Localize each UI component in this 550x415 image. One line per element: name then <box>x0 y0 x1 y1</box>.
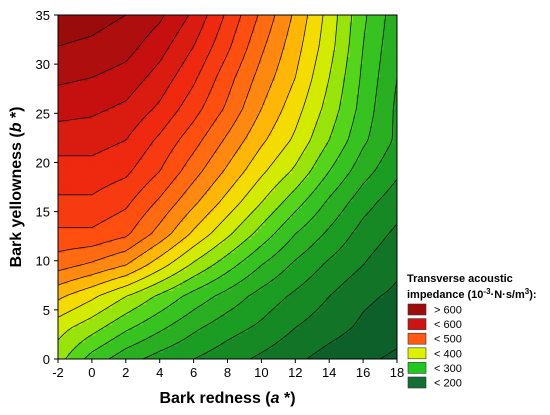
legend-title-line2: impedance (10-3·N·s/m3): <box>407 287 537 302</box>
x-tick-label: 12 <box>288 365 302 380</box>
legend-label: > 600 <box>434 305 462 317</box>
legend-swatch <box>407 347 427 360</box>
contour-line-400 <box>58 15 324 318</box>
y-axis: 0 5 10 15 20 25 30 35 <box>36 8 58 367</box>
contour-line-375 <box>58 15 339 341</box>
contour-line-225 <box>249 223 397 359</box>
y-tick-label: 10 <box>36 254 50 269</box>
y-tick-label: 20 <box>36 155 50 170</box>
contour-line-500 <box>58 15 259 253</box>
x-axis: -2 0 2 4 6 8 10 12 14 16 18 <box>52 359 404 380</box>
contour-line-325 <box>84 15 368 359</box>
legend-swatch <box>407 303 427 316</box>
legend: Transverse acoustic impedance (10-3·N·s/… <box>407 273 537 390</box>
y-tick-label: 15 <box>36 205 50 220</box>
x-tick-label: 16 <box>356 365 370 380</box>
x-tick-label: 10 <box>254 365 268 380</box>
x-tick-label: 8 <box>224 365 231 380</box>
legend-swatch <box>407 332 427 345</box>
contour-line-425 <box>58 15 309 301</box>
contour-line-250 <box>193 178 397 359</box>
legend-label: < 600 <box>434 319 462 331</box>
contour-line-175 <box>379 348 397 359</box>
legend-swatch <box>407 318 427 330</box>
contour-line-475 <box>58 15 276 272</box>
x-tick-label: 4 <box>156 365 163 380</box>
legend-swatch <box>407 376 427 389</box>
x-axis-title: Bark redness (a *) <box>159 390 295 407</box>
y-tick-label: 5 <box>43 303 50 318</box>
contour-line-575 <box>58 15 208 157</box>
legend-title-line1: Transverse acoustic <box>407 273 513 285</box>
y-tick-label: 35 <box>36 8 50 23</box>
x-tick-label: -2 <box>52 365 64 380</box>
legend-entries: > 600 < 600 < 500 < 400 < 300 < 200 <box>407 303 462 390</box>
contour-line-layer <box>58 15 397 359</box>
x-tick-label: 6 <box>190 365 197 380</box>
legend-label: < 500 <box>434 334 462 346</box>
contour-line-450 <box>58 15 293 286</box>
x-tick-label: 0 <box>88 365 95 380</box>
x-tick-label: 2 <box>122 365 129 380</box>
y-tick-label: 25 <box>36 106 50 121</box>
y-tick-label: 30 <box>36 57 50 72</box>
y-tick-label: 0 <box>43 352 50 367</box>
legend-label: < 300 <box>434 363 462 375</box>
contour-line-625 <box>58 15 165 86</box>
contour-line-650 <box>58 15 127 47</box>
legend-swatch <box>407 362 427 374</box>
contour-line-350 <box>65 15 353 359</box>
contour-line-275 <box>142 77 397 359</box>
contour-line-600 <box>58 15 190 122</box>
contour-fill-layer <box>58 15 397 359</box>
contour-line-300 <box>108 15 387 359</box>
legend-label: < 200 <box>434 378 462 390</box>
contour-line-525 <box>58 15 242 229</box>
x-tick-label: 14 <box>322 365 336 380</box>
y-axis-title: Bark yellowness (b *) <box>8 107 25 268</box>
contour-line-200 <box>306 280 397 359</box>
contour-line-550 <box>58 15 225 196</box>
legend-label: < 400 <box>434 348 462 360</box>
x-tick-label: 18 <box>390 365 404 380</box>
